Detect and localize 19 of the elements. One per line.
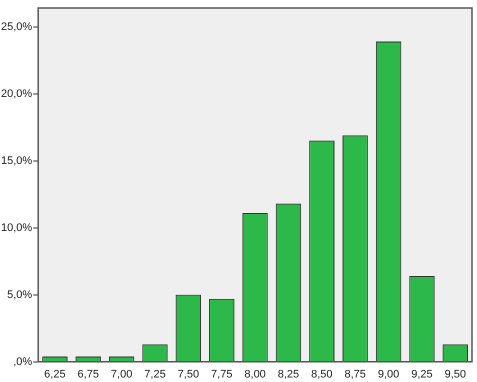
y-tick-label: 10,0% (0, 222, 32, 234)
x-tick-label: 7,75 (211, 368, 232, 380)
x-tick-label: 8,75 (344, 368, 366, 380)
x-tick-label: 9,25 (411, 368, 433, 380)
x-tick-label: 6,25 (44, 368, 66, 380)
y-tick-label: 25,0% (0, 20, 32, 33)
y-tick-label: 15,0% (0, 154, 32, 167)
x-tick-label: 8,25 (278, 368, 300, 380)
x-tick-label: 9,50 (444, 368, 466, 380)
x-tick-label: 6,75 (78, 368, 99, 380)
y-tick-label: ,0% (13, 356, 32, 368)
y-tick-label: 20,0% (0, 88, 32, 100)
x-tick-label: 8,00 (244, 368, 266, 380)
x-tick-label: 8,50 (311, 368, 333, 380)
x-tick-label: 9,00 (378, 368, 400, 380)
x-tick-label: 7,25 (144, 368, 166, 380)
y-tick-label: 5,0% (7, 288, 32, 301)
x-tick-label: 7,50 (178, 368, 200, 380)
x-tick-label: 7,00 (110, 368, 132, 380)
